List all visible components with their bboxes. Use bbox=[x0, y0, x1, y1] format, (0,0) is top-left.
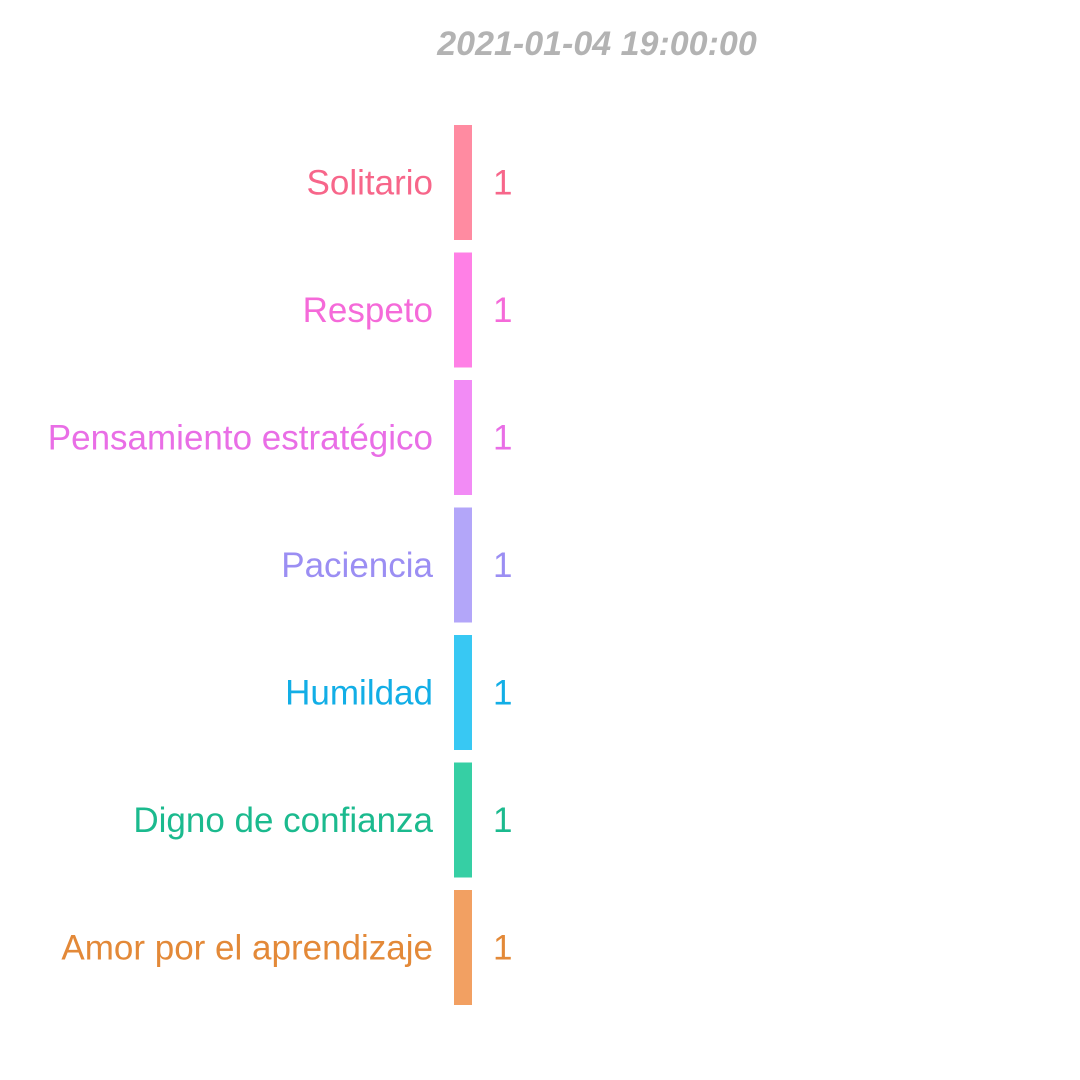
category-label-4: Humildad bbox=[285, 674, 433, 713]
category-label-3: Paciencia bbox=[281, 546, 433, 585]
category-label-2: Pensamiento estratégico bbox=[48, 419, 433, 458]
value-label-1: 1 bbox=[493, 291, 512, 330]
value-label-6: 1 bbox=[493, 929, 512, 968]
category-label-0: Solitario bbox=[307, 164, 433, 203]
bar-3 bbox=[454, 507, 472, 623]
category-label-1: Respeto bbox=[303, 291, 433, 330]
value-label-5: 1 bbox=[493, 801, 512, 840]
category-label-6: Amor por el aprendizaje bbox=[61, 929, 433, 968]
bar-0 bbox=[454, 125, 472, 240]
value-label-0: 1 bbox=[493, 164, 512, 203]
value-label-2: 1 bbox=[493, 419, 512, 458]
bar-6 bbox=[454, 890, 472, 1005]
category-label-5: Digno de confianza bbox=[133, 801, 433, 840]
value-label-4: 1 bbox=[493, 674, 512, 713]
value-labels-group: 1 1 1 1 1 1 1 bbox=[493, 164, 512, 968]
bar-4 bbox=[454, 635, 472, 750]
bar-2 bbox=[454, 380, 472, 495]
value-label-3: 1 bbox=[493, 546, 512, 585]
category-labels-group: Solitario Respeto Pensamiento estratégico P… bbox=[48, 164, 434, 968]
bar-1 bbox=[454, 252, 472, 368]
chart-title: 2021-01-04 19:00:00 bbox=[436, 25, 757, 63]
bars-group bbox=[454, 125, 472, 1005]
bar-5 bbox=[454, 762, 472, 878]
